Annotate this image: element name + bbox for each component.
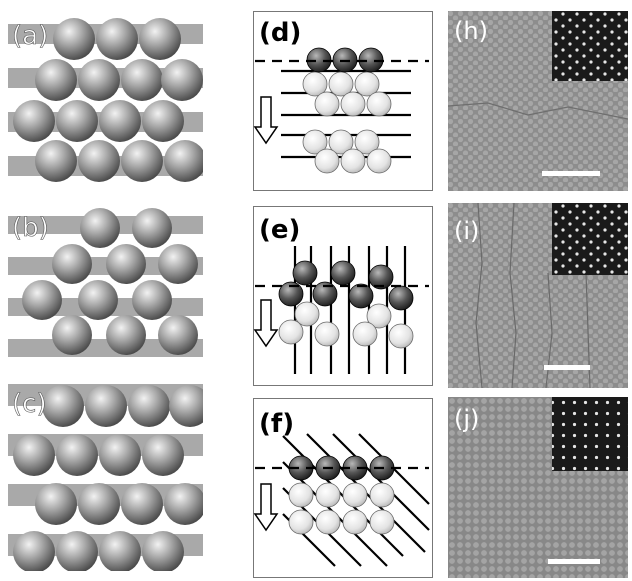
light-spheres <box>278 301 414 349</box>
dark-spheres <box>278 260 414 311</box>
panel-e: (e) <box>253 206 433 386</box>
panel-j: (j) <box>448 397 628 578</box>
panel-b: (b) <box>8 202 203 360</box>
panel-d: (d) <box>253 11 433 191</box>
arrow-down-icon <box>253 299 279 348</box>
panel-h: (h) <box>448 11 628 191</box>
scale-bar <box>548 559 600 564</box>
fft-inset <box>552 11 628 81</box>
sphere-array-c <box>13 385 203 571</box>
light-spheres <box>302 71 392 174</box>
panel-label: (c) <box>12 389 47 419</box>
panel-label: (j) <box>454 405 479 433</box>
panel-a: (a) <box>8 8 203 183</box>
panel-c: (c) <box>8 378 203 571</box>
scale-bar <box>542 171 600 176</box>
panel-label: (i) <box>454 217 479 245</box>
sphere-array-b <box>22 208 198 355</box>
panel-f: (f) <box>253 398 433 578</box>
panel-label: (e) <box>259 215 300 245</box>
panel-label: (h) <box>454 17 488 45</box>
panel-label: (d) <box>259 18 301 48</box>
fft-inset <box>552 397 628 471</box>
dark-spheres <box>306 47 384 73</box>
grain-boundary <box>448 102 628 120</box>
panel-label: (a) <box>12 21 48 51</box>
fft-inset <box>552 203 628 275</box>
panel-label: (f) <box>259 409 294 439</box>
scale-bar <box>544 365 590 370</box>
arrow-down-icon <box>253 96 279 145</box>
panel-i: (i) <box>448 203 628 388</box>
arrow-down-icon <box>253 483 279 532</box>
panel-label: (b) <box>12 213 49 243</box>
sphere-array-a <box>13 18 203 182</box>
light-spheres <box>288 482 395 535</box>
